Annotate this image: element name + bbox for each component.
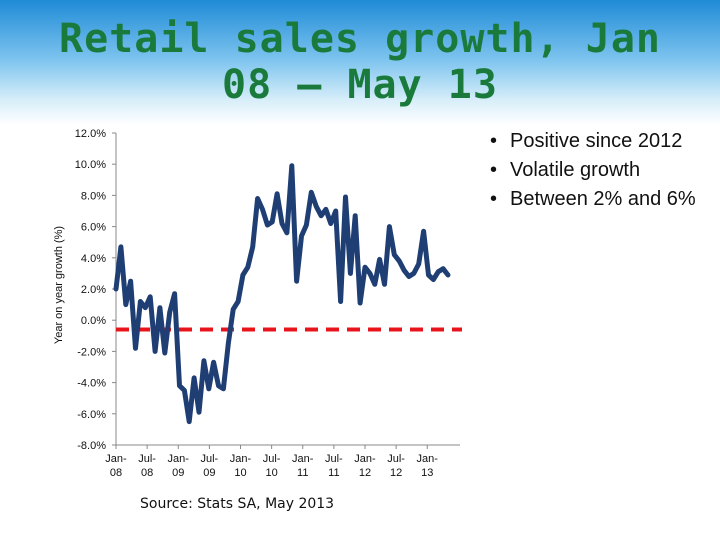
y-axis-title: Year on year growth (%) [53,226,65,344]
y-tick-label: 4.0% [81,253,106,265]
y-tick-label: 10.0% [75,159,106,171]
x-tick-label: Jul-10 [263,453,281,479]
x-tick-label: Jan-11 [292,453,314,479]
x-tick-label: Jul-11 [325,453,343,479]
y-tick-label: -8.0% [77,440,106,452]
x-tick-label: Jan-10 [230,453,252,479]
x-tick-label: Jan-08 [105,453,127,479]
y-tick-label: -6.0% [77,409,106,421]
x-tick-label: Jul-12 [387,453,405,479]
slide-title: Retail sales growth, Jan 08 – May 13 [59,16,661,108]
y-tick-label: -4.0% [77,378,106,390]
series-line-retail-growth [113,163,451,425]
x-tick-label: Jan-12 [354,453,376,479]
y-tick-label: 6.0% [81,222,106,234]
y-tick-label: 8.0% [81,190,106,202]
y-tick-label: -2.0% [77,346,106,358]
bullet-item: Volatile growth [488,159,710,182]
line-chart: Year on year growth (%) 12.0% 10.0% 8.0% 6.… [53,128,462,479]
y-tick-label: 0.0% [81,315,106,327]
bullet-item: Positive since 2012 [488,130,710,153]
bullet-item: Between 2% and 6% [488,188,710,211]
y-tick-label: 2.0% [81,284,106,296]
source-note: Source: Stats SA, May 2013 [140,496,335,512]
x-tick-label: Jan-13 [417,453,439,479]
bullet-list: Positive since 2012 Volatile growth Betw… [488,130,710,217]
x-tick-label: Jul-08 [138,453,156,479]
x-tick-label: Jan-09 [168,453,190,479]
y-tick-label: 12.0% [75,128,106,140]
x-tick-label: Jul-09 [201,453,219,479]
